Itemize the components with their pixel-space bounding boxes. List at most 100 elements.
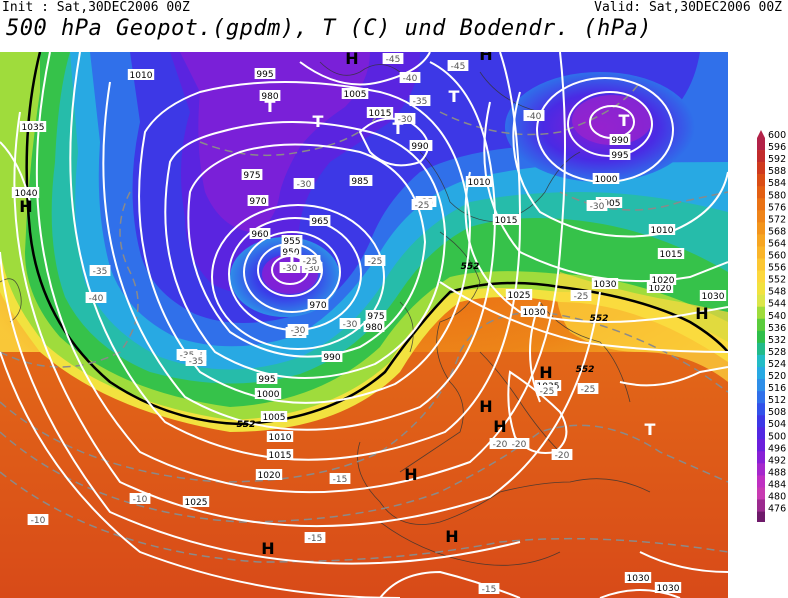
temperature-value-label: -30	[343, 320, 358, 330]
temperature-value-label: -40	[89, 294, 104, 304]
temperature-value-label: -10	[133, 495, 148, 505]
high-pressure-marker: H	[19, 197, 32, 216]
colorbar-swatch	[757, 222, 765, 235]
temperature-value-label: -45	[451, 62, 466, 72]
colorbar-level-label: 600	[768, 130, 786, 141]
colorbar-level-label: 480	[768, 492, 786, 503]
contour-552-value-label: 552	[590, 314, 609, 324]
colorbar-swatch	[757, 294, 765, 307]
label-box	[447, 60, 469, 71]
label-box	[185, 355, 207, 366]
isobar-value-label: 1015	[660, 250, 683, 260]
isobar-value-label: 1025	[185, 498, 208, 508]
colorbar-swatch	[757, 330, 765, 344]
colorbar-swatch	[757, 150, 765, 163]
label-box	[365, 310, 387, 321]
isobar-value-label: 1000	[257, 390, 280, 400]
label-box	[299, 255, 321, 266]
isobar-value-label: 995	[258, 375, 275, 385]
label-box	[127, 69, 155, 80]
colorbar-level-label: 592	[768, 154, 786, 165]
label-box	[409, 140, 431, 151]
high-pressure-marker: H	[493, 417, 506, 436]
colorbar-swatch	[757, 270, 765, 283]
colorbar-swatch	[757, 511, 765, 522]
colorbar-level-label: 536	[768, 323, 786, 334]
valid-time-label: Valid: Sat,30DEC2006 00Z	[594, 0, 782, 15]
high-pressure-marker: H	[404, 465, 417, 484]
colorbar-level-label: 532	[768, 335, 786, 346]
label-box	[657, 248, 685, 259]
label-box	[27, 514, 49, 525]
high-pressure-marker: H	[345, 52, 358, 68]
high-pressure-marker: H	[539, 363, 552, 382]
isobar-value-label: 1015	[495, 216, 518, 226]
temperature-value-label: -30	[297, 180, 312, 190]
colorbar-level-label: 548	[768, 287, 786, 298]
color-scale-legend: 6005965925885845805765725685645605565525…	[757, 130, 786, 522]
isobar-value-label: 1010	[130, 71, 153, 81]
colorbar-top-arrow	[757, 130, 765, 138]
label-box	[382, 53, 404, 64]
temperature-value-label: -15	[308, 534, 323, 544]
colorbar-swatch	[757, 174, 765, 187]
label-box	[254, 68, 276, 79]
temperature-value-label: -30	[291, 326, 306, 336]
label-box	[609, 134, 631, 145]
label-box	[609, 149, 631, 160]
label-box	[259, 90, 281, 101]
colorbar-level-label: 500	[768, 431, 786, 442]
isobar-value-label: 1035	[22, 123, 45, 133]
colorbar-swatch	[757, 391, 765, 404]
label-box	[241, 169, 263, 180]
isobar-value-label: 980	[261, 92, 278, 102]
isobar-value-label: 1030	[594, 280, 617, 290]
init-time-label: Init : Sat,30DEC2006 00Z	[2, 0, 190, 15]
isobar-value-label: 1030	[627, 574, 650, 584]
label-box	[249, 228, 271, 239]
temperature-value-label: -30	[283, 264, 298, 274]
label-box	[363, 321, 385, 332]
colorbar-level-label: 520	[768, 371, 786, 382]
high-pressure-marker: H	[445, 527, 458, 546]
label-box	[339, 318, 361, 329]
temperature-value-label: -25	[581, 385, 596, 395]
colorbar-swatch	[757, 366, 765, 380]
label-box	[366, 107, 394, 118]
low-pressure-marker: T	[287, 249, 298, 268]
isobar-value-label: 1025	[508, 291, 531, 301]
label-box	[399, 72, 421, 83]
isobar-value-label: 1005	[344, 90, 367, 100]
pressure-labels: 1010103510409959801005101599098597597096…	[11, 68, 727, 594]
label-box	[536, 385, 558, 396]
label-box	[341, 88, 369, 99]
temperature-value-label: -30	[305, 264, 320, 274]
colorbar-level-label: 488	[768, 467, 786, 478]
temperature-value-label: -45	[386, 55, 401, 65]
temperature-value-label: -20	[512, 440, 527, 450]
colorbar-swatch	[757, 246, 765, 259]
high-pressure-marker: H	[261, 539, 274, 558]
label-box	[301, 262, 323, 273]
temperature-value-label: -20	[493, 440, 508, 450]
colorbar-level-label: 544	[768, 299, 786, 310]
colorbar-level-label: 572	[768, 214, 786, 225]
label-box	[85, 292, 107, 303]
colorbar-swatch	[757, 354, 765, 368]
colorbar-level-label: 492	[768, 455, 786, 466]
isobar-value-label: 1015	[369, 109, 392, 119]
colorbar-level-label: 504	[768, 419, 786, 430]
label-box	[591, 278, 619, 289]
isobar-value-label: 1020	[258, 471, 281, 481]
label-box	[279, 262, 301, 273]
colorbar-swatch	[757, 282, 765, 295]
colorbar-swatch	[757, 403, 765, 416]
colorbar-level-label: 576	[768, 202, 786, 213]
isobar-value-label: 1030	[702, 292, 725, 302]
isobar-value-label: 1010	[651, 226, 674, 236]
colorbar-swatch	[757, 342, 765, 356]
colorbar-swatch	[757, 318, 765, 332]
temperature-value-label: -25	[540, 387, 555, 397]
